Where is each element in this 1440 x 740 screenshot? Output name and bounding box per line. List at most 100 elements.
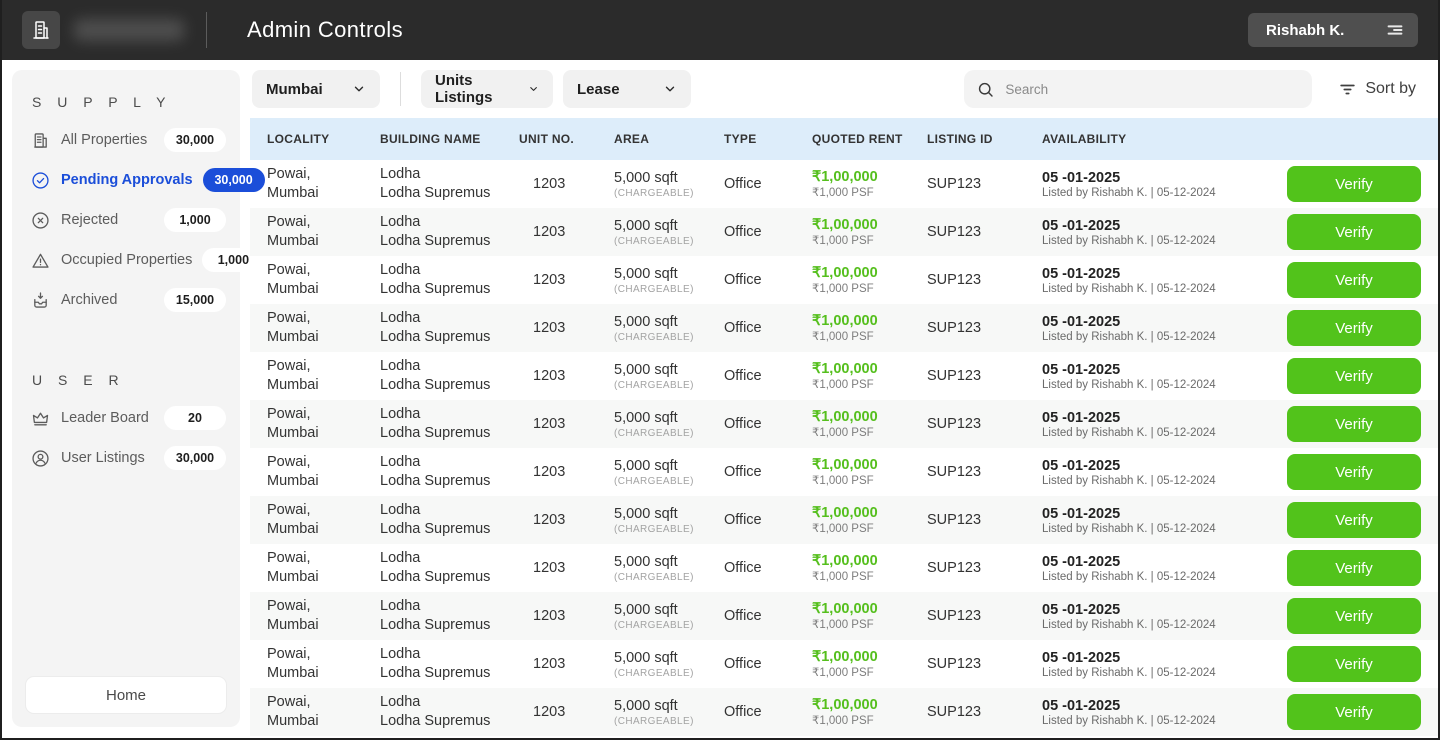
- unit-no-cell: 1203: [533, 271, 566, 288]
- sidebar-item-label: Leader Board: [61, 410, 149, 426]
- area-cell: 5,000 sqft (CHARGEABLE): [614, 266, 694, 295]
- column-header: AVAILABILITY: [1042, 132, 1127, 146]
- verify-button[interactable]: Verify: [1287, 358, 1421, 394]
- quoted-rent-cell: ₹1,00,000 ₹1,000 PSF: [812, 361, 878, 391]
- table-row: Powai, Mumbai Lodha Lodha Supremus 1203 5,…: [250, 400, 1438, 448]
- sidebar-item-label: Rejected: [61, 212, 119, 228]
- verify-button[interactable]: Verify: [1287, 262, 1421, 298]
- sidebar-panel: S U P P L Y All Properties 30,000 Pending A…: [12, 70, 265, 727]
- action-cell: Verify: [1287, 262, 1421, 298]
- sidebar-item-rejected[interactable]: Rejected 1,000: [26, 200, 226, 240]
- column-header: BUILDING NAME: [380, 132, 481, 146]
- unit-no-cell: 1203: [533, 463, 566, 480]
- unit-no-cell: 1203: [533, 175, 566, 192]
- deal-type-value: Lease: [577, 80, 620, 98]
- listing-type-dropdown[interactable]: Units Listings: [421, 70, 553, 108]
- menu-icon[interactable]: [1384, 19, 1406, 41]
- column-header: TYPE: [724, 132, 757, 146]
- table-row: Powai, Mumbai Lodha Lodha Supremus 1203 5,…: [250, 256, 1438, 304]
- main-column: Mumbai Units Listings Lease: [250, 60, 1438, 738]
- area-cell: 5,000 sqft (CHARGEABLE): [614, 170, 694, 199]
- table-row: Powai, Mumbai Lodha Lodha Supremus 1203 5,…: [250, 448, 1438, 496]
- sidebar-item-leader-board[interactable]: Leader Board 20: [26, 398, 226, 438]
- verify-button[interactable]: Verify: [1287, 502, 1421, 538]
- sidebar-sections: S U P P L Y All Properties 30,000 Pending A…: [26, 94, 265, 478]
- sidebar-item-all-properties[interactable]: All Properties 30,000: [26, 120, 226, 160]
- page-title: Admin Controls: [247, 17, 403, 42]
- type-cell: Office: [724, 319, 762, 336]
- column-header: UNIT NO.: [519, 132, 575, 146]
- type-cell: Office: [724, 415, 762, 432]
- area-cell: 5,000 sqft (CHARGEABLE): [614, 506, 694, 535]
- building-name-cell: Lodha Lodha Supremus: [380, 166, 491, 201]
- type-cell: Office: [724, 511, 762, 528]
- type-cell: Office: [724, 223, 762, 240]
- column-header: LISTING ID: [927, 132, 993, 146]
- user-circle-icon: [32, 449, 49, 467]
- availability-cell: 05 -01-2025 Listed by Rishabh K. | 05-12…: [1042, 649, 1216, 679]
- building-name-cell: Lodha Lodha Supremus: [380, 502, 491, 537]
- city-dropdown[interactable]: Mumbai: [252, 70, 380, 108]
- verify-button[interactable]: Verify: [1287, 694, 1421, 730]
- sidebar-section: U S E R Leader Board 20 User Listings 30,000: [26, 372, 226, 478]
- area-cell: 5,000 sqft (CHARGEABLE): [614, 314, 694, 343]
- listing-id-cell: SUP123: [927, 319, 982, 336]
- building-name-cell: Lodha Lodha Supremus: [380, 550, 491, 585]
- type-cell: Office: [724, 559, 762, 576]
- count-badge: 30,000: [164, 446, 226, 470]
- sidebar-item-occupied-properties[interactable]: Occupied Properties 1,000: [26, 240, 265, 280]
- type-cell: Office: [724, 655, 762, 672]
- type-cell: Office: [724, 703, 762, 720]
- chevron-down-icon: [530, 87, 537, 91]
- sidebar-item-label: Archived: [61, 292, 118, 308]
- verify-button[interactable]: Verify: [1287, 454, 1421, 490]
- listing-id-cell: SUP123: [927, 223, 982, 240]
- count-badge: 1,000: [164, 208, 226, 232]
- sidebar-item-user-listings[interactable]: User Listings 30,000: [26, 438, 226, 478]
- locality-cell: Powai, Mumbai: [267, 454, 319, 489]
- column-header: AREA: [614, 132, 650, 146]
- availability-cell: 05 -01-2025 Listed by Rishabh K. | 05-12…: [1042, 169, 1216, 199]
- type-cell: Office: [724, 367, 762, 384]
- sidebar-item-pending-approvals[interactable]: Pending Approvals 30,000: [26, 160, 265, 200]
- unit-no-cell: 1203: [533, 319, 566, 336]
- locality-cell: Powai, Mumbai: [267, 310, 319, 345]
- action-cell: Verify: [1287, 358, 1421, 394]
- quoted-rent-cell: ₹1,00,000 ₹1,000 PSF: [812, 601, 878, 631]
- quoted-rent-cell: ₹1,00,000 ₹1,000 PSF: [812, 169, 878, 199]
- home-button[interactable]: Home: [26, 677, 226, 713]
- check-circle-icon: [32, 171, 49, 189]
- deal-type-dropdown[interactable]: Lease: [563, 70, 691, 108]
- type-cell: Office: [724, 607, 762, 624]
- table-row: Powai, Mumbai Lodha Lodha Supremus 1203 5,…: [250, 352, 1438, 400]
- city-dropdown-value: Mumbai: [266, 80, 323, 98]
- building-name-cell: Lodha Lodha Supremus: [380, 262, 491, 297]
- listing-id-cell: SUP123: [927, 367, 982, 384]
- sidebar-item-archived[interactable]: Archived 15,000: [26, 280, 226, 320]
- locality-cell: Powai, Mumbai: [267, 598, 319, 633]
- table-row: Powai, Mumbai Lodha Lodha Supremus 1203 5,…: [250, 160, 1438, 208]
- verify-button[interactable]: Verify: [1287, 214, 1421, 250]
- archive-icon: [34, 291, 47, 308]
- availability-cell: 05 -01-2025 Listed by Rishabh K. | 05-12…: [1042, 457, 1216, 487]
- verify-button[interactable]: Verify: [1287, 310, 1421, 346]
- filter-bar: Mumbai Units Listings Lease: [250, 60, 1438, 118]
- count-badge: 30,000: [202, 168, 265, 192]
- search-input[interactable]: [1005, 81, 1301, 97]
- availability-cell: 05 -01-2025 Listed by Rishabh K. | 05-12…: [1042, 313, 1216, 343]
- verify-button[interactable]: Verify: [1287, 598, 1421, 634]
- sort-by-button[interactable]: Sort by: [1338, 80, 1416, 99]
- building-name-cell: Lodha Lodha Supremus: [380, 358, 491, 393]
- count-badge: 20: [164, 406, 226, 430]
- verify-button[interactable]: Verify: [1287, 406, 1421, 442]
- listing-id-cell: SUP123: [927, 175, 982, 192]
- search-box[interactable]: [964, 70, 1313, 108]
- verify-button[interactable]: Verify: [1287, 166, 1421, 202]
- verify-button[interactable]: Verify: [1287, 550, 1421, 586]
- filter-divider: [400, 72, 401, 106]
- table-row: Powai, Mumbai Lodha Lodha Supremus 1203 5,…: [250, 304, 1438, 352]
- verify-button[interactable]: Verify: [1287, 646, 1421, 682]
- table-header-row: LOCALITY BUILDING NAME UNIT NO. AREA TYPE QUO…: [250, 118, 1438, 160]
- profile-menu-button[interactable]: Rishabh K.: [1248, 13, 1418, 47]
- unit-no-cell: 1203: [533, 607, 566, 624]
